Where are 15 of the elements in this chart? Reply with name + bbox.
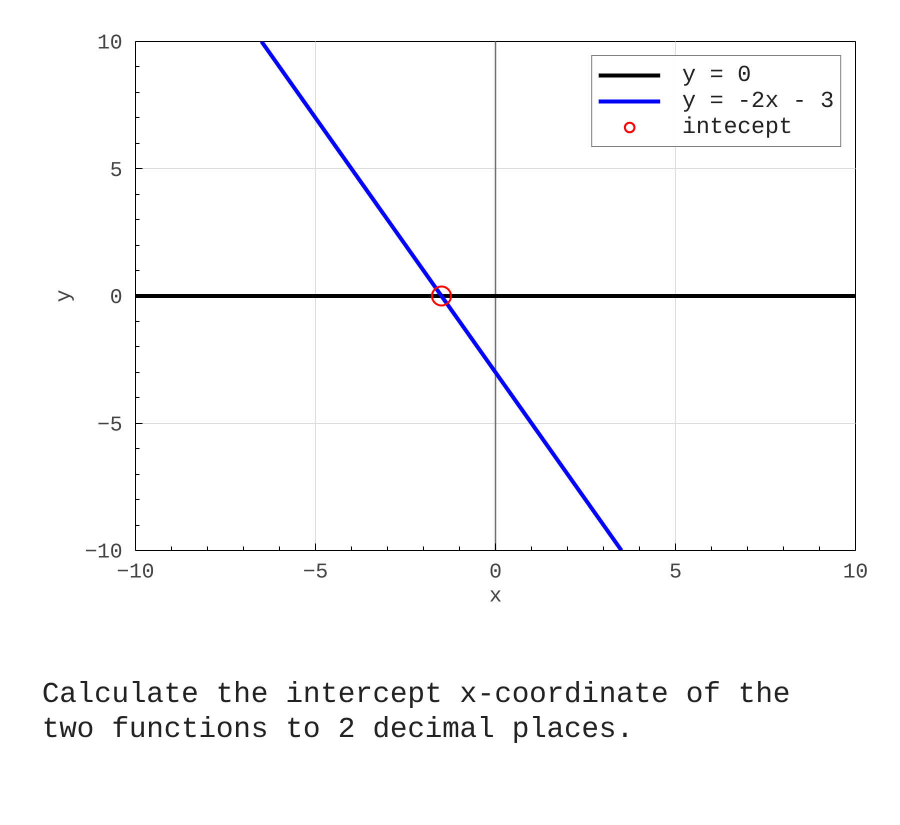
legend-label: y = -2x - 3	[682, 88, 834, 114]
y-tick-label: 0	[110, 287, 123, 310]
legend-label: intecept	[682, 114, 793, 140]
x-tick-label: 5	[669, 562, 682, 584]
legend-label: y = 0	[682, 62, 752, 88]
y-tick-label: 10	[97, 32, 123, 56]
y-axis-title: y	[54, 290, 77, 302]
y-tick-label: −10	[84, 542, 123, 564]
y-tick-label: 5	[110, 160, 123, 183]
x-tick-label: 10	[842, 562, 868, 584]
x-tick-label: 0	[489, 562, 502, 584]
y-tick-label: −5	[97, 414, 123, 438]
text: Calculate the intercept x-coordinate of the two functions to 2 decimal places.	[42, 678, 792, 748]
x-tick-label: −5	[302, 562, 328, 584]
x-axis-title: x	[489, 586, 502, 608]
